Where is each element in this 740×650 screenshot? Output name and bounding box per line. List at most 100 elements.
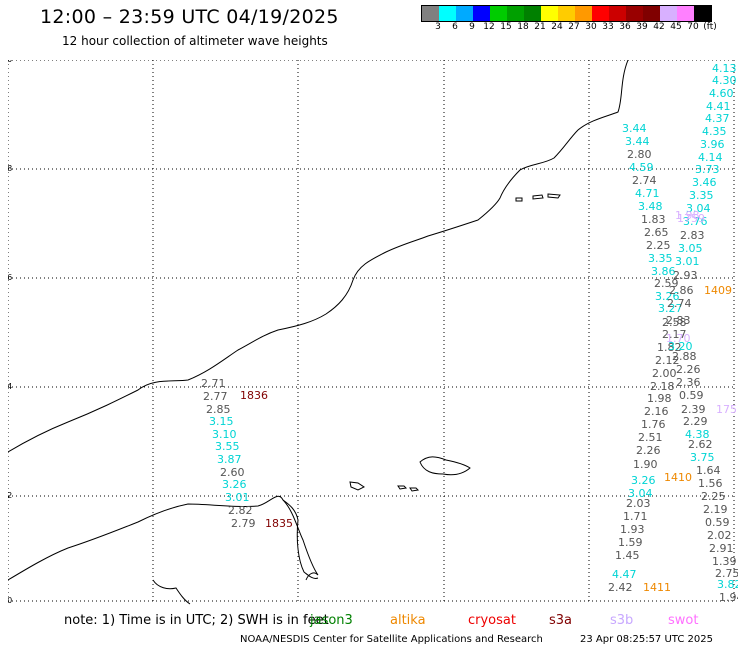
lat-tick-label: 18 — [8, 164, 12, 173]
wave-height-value: 1410 — [664, 471, 692, 484]
islet-north-3 — [547, 193, 561, 199]
wave-height-value: 1.94 — [719, 591, 738, 604]
wave-height-value: 3.15 — [209, 415, 234, 428]
wave-height-value: 3.75 — [690, 451, 715, 464]
scale-label: 6 — [452, 22, 458, 32]
islet-3 — [409, 487, 420, 492]
scale-label: 24 — [551, 22, 563, 32]
wave-height-value: 2.79 — [231, 517, 256, 530]
wave-height-value: 1.82 — [657, 341, 682, 354]
wave-height-value: 3.86 — [651, 265, 676, 278]
wave-height-color-scale — [421, 5, 712, 22]
coastline-gulf-arc — [282, 499, 319, 579]
scale-swatch — [609, 6, 626, 21]
scale-swatch — [575, 6, 592, 21]
lat-tick-label: 20 — [8, 60, 12, 64]
wave-height-value: 3.26 — [222, 478, 247, 491]
wave-height-value: 4.47 — [612, 568, 637, 581]
wave-height-value: 3.48 — [638, 200, 663, 213]
wave-height-value: 3.01 — [225, 491, 250, 504]
wave-height-value: 2.25 — [701, 490, 726, 503]
wave-height-value: 0.59 — [705, 516, 730, 529]
wave-height-value: 3.87 — [217, 453, 242, 466]
wave-height-value: 2.17 — [662, 328, 687, 341]
generated-timestamp: 23 Apr 08:25:57 UTC 2025 — [580, 634, 713, 645]
wave-height-value: 2.58 — [662, 316, 687, 329]
wave-height-value: 3.26 — [655, 290, 680, 303]
wave-height-value: 4.14 — [698, 151, 723, 164]
wave-height-value: 1.64 — [696, 464, 721, 477]
wave-height-value: 4.37 — [705, 112, 730, 125]
wave-height-value: 3.26 — [631, 474, 656, 487]
scale-label: 9 — [469, 22, 475, 32]
lat-tick-label: 16 — [8, 273, 12, 282]
wave-height-value: 3.05 — [678, 242, 703, 255]
wave-height-value: 2.86 — [669, 284, 694, 297]
wave-height-value: 2.85 — [206, 403, 231, 416]
coastline-yemen-lower — [8, 495, 319, 581]
wave-height-value: 2.77 — [203, 390, 228, 403]
scale-label: 27 — [568, 22, 580, 32]
wave-height-value: 3.35 — [648, 252, 673, 265]
scale-label: 39 — [636, 22, 648, 32]
scale-swatch — [592, 6, 609, 21]
wave-height-value: 3.55 — [215, 440, 240, 453]
wave-height-value: 2.39 — [681, 403, 706, 416]
wave-height-value: 4.60 — [709, 87, 734, 100]
wave-height-value: 3.10 — [212, 428, 237, 441]
wave-height-value: 1.76 — [641, 418, 666, 431]
wave-height-value: 1.98 — [647, 392, 672, 405]
island-socotra — [419, 456, 471, 476]
wave-height-value: 4.35 — [702, 125, 727, 138]
wave-height-value: 2.75 — [715, 567, 738, 580]
islet-2 — [397, 485, 408, 490]
wave-height-value: 2.60 — [220, 466, 245, 479]
scale-swatch — [541, 6, 558, 21]
axis-labels: 2018161412104548515457609 — [8, 60, 12, 605]
wave-height-value: 2.65 — [644, 226, 669, 239]
wave-height-value: 1835 — [265, 517, 293, 530]
wave-height-value: 1409 — [704, 284, 732, 297]
wave-height-value: 2.82 — [228, 504, 253, 517]
scale-swatch — [677, 6, 694, 21]
wave-height-value: 0.59 — [679, 389, 704, 402]
wave-height-value: 1411 — [643, 581, 671, 594]
scale-swatch — [490, 6, 507, 21]
wave-height-value: 1.59 — [618, 536, 643, 549]
wave-height-value: 3.46 — [692, 176, 717, 189]
satellite-label: jason3 — [310, 613, 353, 628]
wave-height-value: 2.00 — [652, 367, 677, 380]
satellite-label: altika — [390, 613, 426, 628]
scale-swatch — [473, 6, 490, 21]
wave-height-map: 2018161412104548515457609 2.712.772.852.… — [8, 60, 738, 605]
wave-height-value: 2.36 — [676, 376, 701, 389]
scale-swatch — [524, 6, 541, 21]
scale-swatch — [422, 6, 439, 21]
wave-height-value: 2.26 — [676, 363, 701, 376]
wave-height-value: 1.45 — [615, 549, 640, 562]
wave-height-value: 3.76 — [683, 215, 708, 228]
islet-north — [515, 197, 523, 202]
wave-height-value: 2.88 — [672, 350, 697, 363]
page-title: 12:00 – 23:59 UTC 04/19/2025 — [40, 6, 339, 28]
wave-height-value: 1.70 — [666, 332, 691, 345]
wave-height-value: 1.71 — [623, 510, 648, 523]
scale-label: (ft) — [703, 22, 717, 32]
wave-height-value: 3.27 — [658, 302, 683, 315]
satellite-label: s3b — [610, 613, 634, 628]
scale-label: 42 — [653, 22, 665, 32]
wave-height-value: 4.13 — [712, 62, 737, 75]
coastline-somalia — [8, 60, 629, 453]
coast-southwest-feature — [152, 579, 191, 605]
wave-height-value: 1.98 — [675, 209, 700, 222]
scale-swatch — [643, 6, 660, 21]
lat-tick-label: 10 — [8, 596, 12, 605]
wave-height-value: 2.16 — [644, 405, 669, 418]
wave-height-value: 2.62 — [688, 438, 713, 451]
lat-lon-grid — [8, 60, 735, 602]
wave-height-value: 1836 — [240, 389, 268, 402]
wave-height-value: 2.91 — [709, 542, 734, 555]
wave-height-value: 3.82 — [717, 578, 738, 591]
wave-height-value: 3.35 — [689, 189, 714, 202]
scale-swatch — [558, 6, 575, 21]
